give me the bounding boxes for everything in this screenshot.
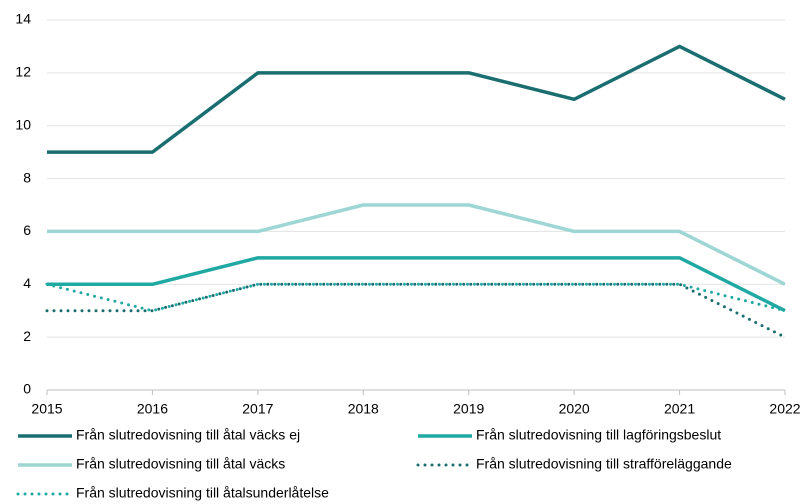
legend-label: Från slutredovisning till lagföringsbesl… (476, 427, 721, 443)
y-tick-label: 0 (23, 381, 31, 397)
x-tick-label: 2019 (453, 401, 484, 417)
y-tick-label: 6 (23, 222, 31, 238)
series-line (47, 203, 786, 286)
legend-label: Från slutredovisning till strafförelägga… (476, 456, 732, 472)
x-tick-label: 2017 (242, 401, 273, 417)
legend-label: Från slutredovisning till åtalsunderlåte… (76, 485, 329, 501)
series-line (47, 256, 786, 313)
y-tick-label: 8 (23, 169, 31, 185)
legend-label: Från slutredovisning till åtal väcks (76, 456, 285, 472)
series-line (45, 282, 787, 313)
x-tick-label: 2022 (769, 401, 800, 417)
x-tick-label: 2015 (31, 401, 62, 417)
y-tick-label: 12 (15, 64, 31, 80)
y-tick-label: 2 (23, 328, 31, 344)
y-tick-label: 14 (15, 11, 31, 27)
x-tick-label: 2020 (559, 401, 590, 417)
y-tick-label: 4 (23, 275, 31, 291)
series-line (45, 282, 787, 339)
x-tick-label: 2016 (137, 401, 168, 417)
series-line (47, 44, 786, 154)
x-tick-label: 2018 (348, 401, 379, 417)
x-tick-label: 2021 (664, 401, 695, 417)
y-tick-label: 10 (15, 116, 31, 132)
legend-label: Från slutredovisning till åtal väcks ej (76, 427, 300, 443)
